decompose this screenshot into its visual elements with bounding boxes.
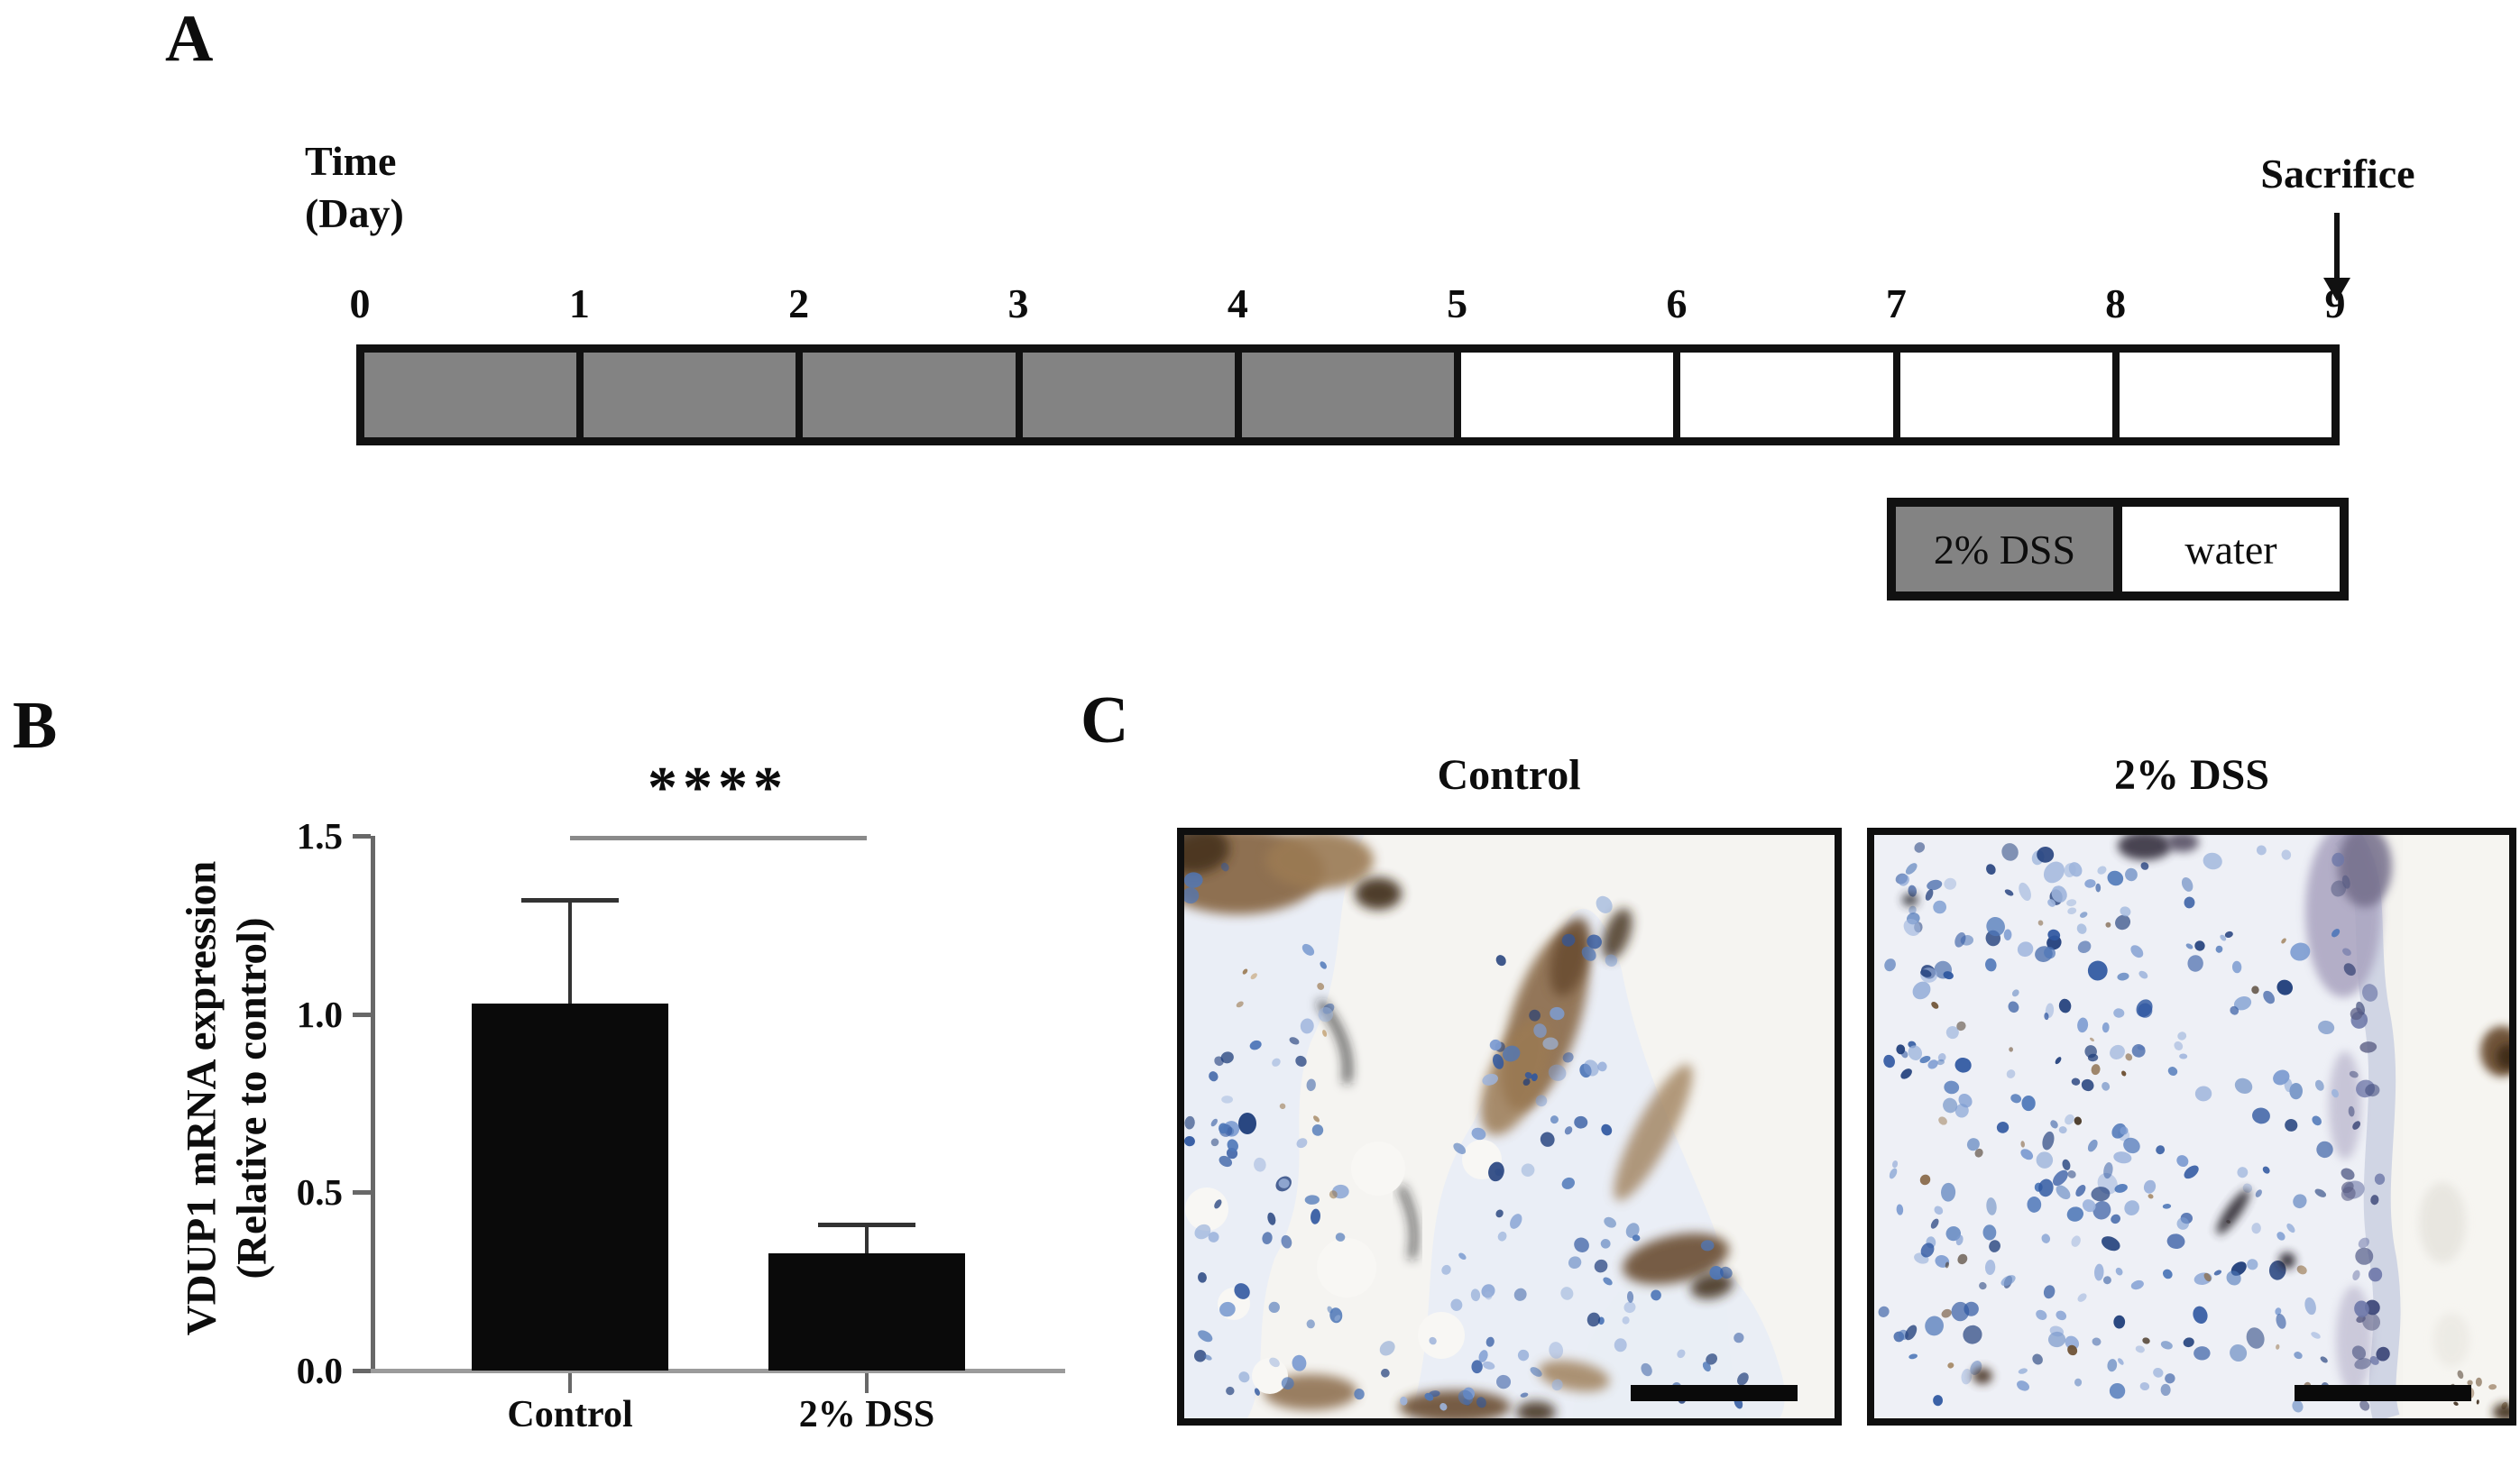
day-label-2: 2 [788,280,810,326]
error-cap-2% DSS [818,1222,915,1227]
legend-dss-label: 2% DSS [1933,526,2076,573]
y-tick-label-0.0: 0.0 [296,1350,343,1391]
y-axis-title-line1: VDUP1 mRNA expression [178,860,225,1336]
bar-2% DSS [768,1252,965,1371]
timeline-cell-day-4 [1234,353,1455,437]
day-label-8: 8 [2105,280,2127,326]
sacrifice-label: Sacrifice [2260,151,2415,197]
error-cap-Control [521,898,619,903]
y-tick-mark-1.0 [353,1012,371,1017]
timeline-cell-day-8 [2111,353,2331,437]
sacrifice-arrow-line [2334,213,2340,280]
control-scale-bar [1631,1385,1798,1401]
panel-c-label: C [1081,683,1129,757]
error-bar-2% DSS [865,1224,869,1253]
significance-stars: **** [648,755,788,821]
x-tick-mark-2% DSS [865,1373,869,1393]
day-label-3: 3 [1007,280,1029,326]
y-tick-mark-0.5 [353,1190,371,1196]
y-axis-title-line2: (Relative to control) [229,917,276,1279]
timeline-axis-title: Time (Day) [305,135,404,239]
timeline-cell-day-7 [1892,353,2112,437]
x-category-label-2% DSS: 2% DSS [798,1394,935,1435]
day-label-1: 1 [568,280,590,326]
timeline-cell-day-2 [796,353,1016,437]
control-micrograph [1177,828,1842,1426]
micrograph-title-control: Control [1437,751,1581,799]
y-tick-label-0.5: 0.5 [296,1171,343,1214]
bar-Control [472,1003,668,1371]
day-label-6: 6 [1666,280,1688,326]
y-tick-mark-0.0 [353,1369,371,1373]
timeline-cell-day-1 [576,353,796,437]
legend-water-swatch: water [2122,507,2340,591]
day-label-7: 7 [1885,280,1907,326]
dss-scale-bar [2295,1385,2471,1401]
day-label-4: 4 [1227,280,1248,326]
day-label-0: 0 [349,280,371,326]
day-label-5: 5 [1447,280,1468,326]
sacrifice-arrow-icon [2323,278,2350,301]
timeline-cell-day-3 [1015,353,1235,437]
y-axis-title: VDUP1 mRNA expression (Relative to contr… [177,861,279,1336]
timeline-cell-day-6 [1673,353,1893,437]
timeline-bar [356,344,2340,445]
control-micrograph-image [1184,835,1835,1418]
legend-water-label: water [2184,526,2277,573]
x-category-label-Control: Control [507,1394,633,1435]
dss-micrograph-image [1874,835,2509,1418]
x-tick-mark-Control [568,1373,572,1393]
timeline-cell-day-5 [1454,353,1674,437]
y-tick-label-1.5: 1.5 [296,815,343,857]
y-tick-label-1.0: 1.0 [296,993,343,1035]
legend-dss-swatch: 2% DSS [1896,507,2113,591]
micrograph-title-dss: 2% DSS [2113,751,2270,799]
y-tick-mark-1.5 [353,834,371,839]
legend-divider [2113,507,2122,591]
panel-a-label: A [165,2,214,76]
significance-bracket-line [570,836,867,840]
error-bar-Control [568,900,572,1004]
dss-micrograph [1867,828,2516,1426]
y-axis-line [371,836,375,1373]
time-title-line2: (Day) [305,189,404,236]
timeline-cell-day-0 [364,353,577,437]
x-axis-line [371,1369,1065,1373]
time-title-line1: Time [305,138,397,184]
panel-b-label: B [13,689,58,763]
timeline-legend: 2% DSS water [1887,498,2349,601]
